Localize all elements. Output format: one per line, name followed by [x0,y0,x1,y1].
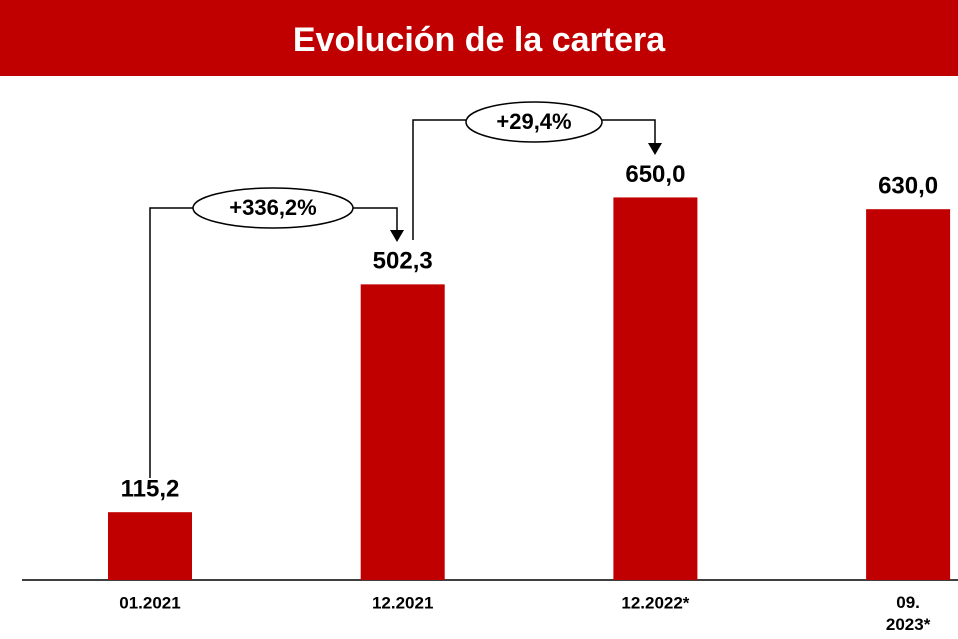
x-tick-label: 01.2021 [119,593,180,612]
bar [866,209,951,580]
bar [108,512,192,580]
annotation-ellipse [192,187,354,229]
value-label: 650,0 [625,161,685,188]
arrow-head [648,143,662,155]
value-label: 502,3 [373,248,433,275]
connector [149,207,398,478]
x-tick-label-line: 09. [896,593,920,612]
x-tick-label: 12.2021 [372,593,433,612]
value-label: 115,2 [121,476,180,503]
arrow-head [390,230,404,242]
x-tick-label-line: 2023* [886,615,931,634]
annotation: +336,2% [229,195,316,220]
x-tick-label: 09. 2023* [886,593,931,634]
chart-title: Evolución de la cartera [293,21,666,59]
title-banner [0,0,958,76]
value-label: 630,0 [878,173,938,200]
bar [613,197,698,580]
bar [360,284,445,580]
annotation-ellipse [465,101,603,143]
x-tick-label: 12.2022* [621,593,689,612]
annotation: +29,4% [496,109,571,134]
